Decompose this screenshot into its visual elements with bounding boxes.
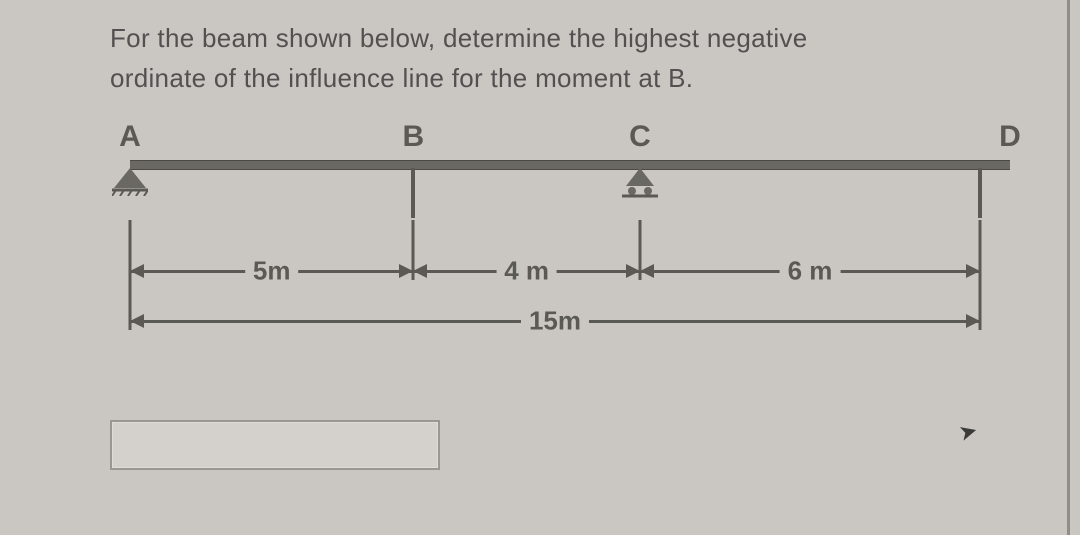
question-text: For the beam shown below, determine the … [110,18,1027,98]
beam-bar [130,160,1010,170]
dim-label-bc: 4 m [496,256,557,287]
pin-icon [112,168,148,196]
question-card: For the beam shown below, determine the … [70,0,1070,535]
point-label-d: D [999,120,1021,154]
dim-label-total: 15m [521,306,589,337]
point-label-c: C [629,120,651,154]
dim-label-ab: 5m [245,256,299,287]
roller-icon [622,168,658,198]
question-line-2: ordinate of the influence line for the m… [110,63,693,93]
support-internal-b [411,168,415,218]
question-line-1: For the beam shown below, determine the … [110,23,808,53]
point-label-a: A [119,120,141,154]
answer-input[interactable] [112,422,438,468]
beam-diagram: A B C D [110,120,1010,370]
cursor-icon: ➤ [956,417,981,447]
answer-box[interactable] [110,420,440,470]
dim-label-cd: 6 m [780,256,841,287]
support-internal-d [978,168,982,218]
point-label-b: B [402,120,424,154]
